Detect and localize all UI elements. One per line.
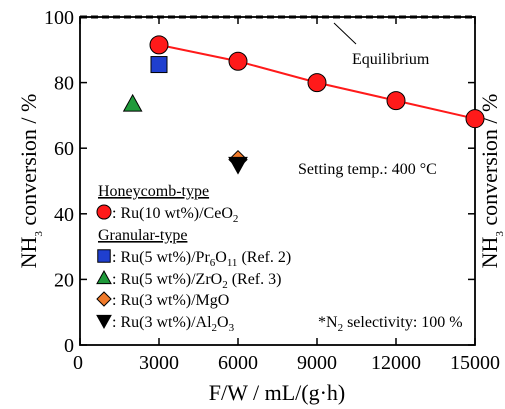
legend-marker-ru-ceo2 [96, 204, 112, 220]
legend-label-ru-mgo: : Ru(3 wt%)/MgO [112, 292, 229, 309]
legend-marker-ru-al2o3 [96, 314, 112, 330]
legend-label-ru-pr6o11-sub2: 11 [227, 257, 238, 269]
legend-label-ru-pr6o11-prefix: : Ru(5 wt%)/Pr [112, 249, 210, 266]
data-point-ru-pr6o11 [150, 56, 168, 74]
legend-label-ru-al2o3: : Ru(3 wt%)/Al2O3 [112, 314, 235, 334]
data-point-ru-ceo2 [465, 109, 485, 129]
y-tick-label: 60 [54, 138, 74, 160]
legend-label-ru-pr6o11: : Ru(5 wt%)/Pr6O11 (Ref. 2) [112, 249, 291, 269]
x-tick-label: 3000 [139, 352, 179, 374]
y-tick-label: 100 [44, 7, 74, 29]
equilibrium-pointer [333, 22, 357, 45]
y-tick-label: 40 [54, 204, 74, 226]
data-point-ru-al2o3 [228, 156, 248, 175]
legend-label-ru-ceo2-sub: 2 [233, 213, 239, 225]
x-tick-label: 9000 [297, 352, 337, 374]
x-tick-label: 12000 [371, 352, 421, 374]
plot-frame [79, 16, 476, 346]
legend-label-ru-ceo2-prefix: : Ru(10 wt%)/CeO [112, 205, 233, 222]
legend-label-ru-al2o3-sub2: 3 [229, 322, 235, 334]
y-axis-title-left: NH3 conversion / % [16, 94, 45, 269]
legend-group-granular: Granular-type [98, 227, 187, 244]
x-axis-title: F/W / mL/(g·h) [209, 380, 345, 405]
x-tick-label: 0 [73, 352, 83, 374]
y-tick-label: 0 [64, 335, 74, 357]
legend-group-honeycomb: Honeycomb-type [98, 183, 209, 200]
x-tick-label: 6000 [218, 352, 258, 374]
y-axis-title-left-sub: 3 [33, 231, 45, 237]
legend-label-ru-zro2-suffix: (Ref. 3) [228, 271, 282, 288]
legend-label-ru-al2o3-sub: 2 [212, 322, 218, 334]
equilibrium-label: Equilibrium [352, 51, 430, 68]
data-point-ru-ceo2 [149, 35, 169, 55]
setting-temp-note: Setting temp.: 400 °C [298, 161, 437, 178]
legend-label-ru-zro2: : Ru(5 wt%)/ZrO2 (Ref. 3) [112, 271, 281, 291]
y-tick-label: 20 [54, 269, 74, 291]
legend-markers [96, 204, 112, 330]
selectivity-note-sub: 2 [338, 322, 344, 334]
legend: Honeycomb-type Granular-type : Ru(10 wt%… [96, 183, 291, 334]
legend-label-ru-zro2-prefix: : Ru(5 wt%)/ZrO [112, 271, 222, 288]
selectivity-note: *N2 selectivity: 100 % [318, 314, 463, 334]
data-point-ru-ceo2 [228, 51, 248, 71]
legend-label-ru-ceo2: : Ru(10 wt%)/CeO2 [112, 205, 238, 225]
y-axis-title-left-rest: conversion / % [16, 94, 41, 231]
legend-marker-ru-zro2 [96, 269, 112, 285]
legend-label-ru-pr6o11-sub: 6 [210, 257, 216, 269]
legend-label-ru-mgo-prefix: : Ru(3 wt%)/MgO [112, 292, 229, 309]
selectivity-note-rest: selectivity: 100 % [343, 314, 463, 331]
legend-label-ru-al2o3-mid: O [217, 314, 229, 331]
y-axis-title-right-main: NH [477, 236, 502, 268]
y-axis-title-right-sub: 3 [494, 231, 505, 237]
data-point-ru-ceo2 [307, 73, 327, 93]
x-tick-label: 15000 [450, 352, 500, 374]
y-tick-label: 80 [54, 73, 74, 95]
legend-label-ru-pr6o11-suffix: (Ref. 2) [237, 249, 291, 266]
data-points [122, 35, 485, 175]
legend-marker-ru-mgo [96, 291, 112, 307]
y-axis-title-left-main: NH [16, 236, 41, 268]
legend-marker-ru-pr6o11 [97, 249, 111, 263]
axis-ticks [79, 16, 476, 346]
legend-label-ru-pr6o11-mid: O [215, 249, 227, 266]
selectivity-note-prefix: *N [318, 314, 338, 331]
data-point-ru-ceo2 [386, 91, 406, 111]
legend-label-ru-al2o3-prefix: : Ru(3 wt%)/Al [112, 314, 212, 331]
data-point-ru-zro2 [122, 93, 143, 112]
legend-label-ru-zro2-sub: 2 [222, 279, 228, 291]
tick-labels: 0 3000 6000 9000 12000 15000 0 20 40 60 80 100 [44, 7, 500, 374]
